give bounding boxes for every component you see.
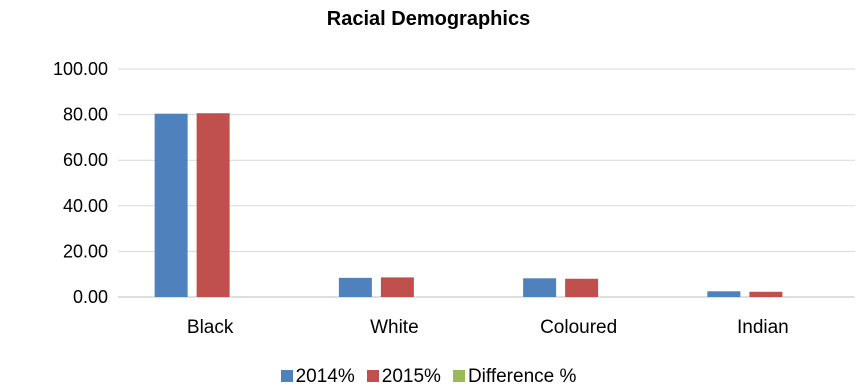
category-label-white: White — [370, 317, 419, 338]
category-label-black: Black — [187, 317, 234, 338]
bar-indian-0 — [707, 291, 741, 297]
bar-white-0 — [338, 277, 372, 297]
category-label-coloured: Coloured — [540, 317, 617, 338]
y-axis-tick-labels: 0.00 20.00 40.00 60.00 80.00 100.00 — [53, 59, 108, 307]
y-tick-label: 40.00 — [63, 196, 108, 216]
bar-indian-1 — [749, 291, 783, 297]
y-tick-label: 100.00 — [53, 59, 108, 79]
bars — [154, 113, 783, 298]
legend-swatch — [452, 370, 465, 382]
bar-coloured-1 — [565, 278, 599, 297]
chart-title: Racial Demographics — [326, 8, 531, 30]
bar-black-1 — [196, 113, 230, 298]
legend-item: Difference % — [452, 366, 577, 388]
legend-label: 2015% — [381, 366, 441, 387]
x-axis-category-labels: Black White Coloured Indian — [187, 317, 789, 338]
legend: 2014% 2015% Difference % — [0, 366, 857, 388]
legend-swatch — [366, 370, 379, 382]
y-tick-label: 60.00 — [63, 150, 108, 170]
legend-swatch — [280, 370, 293, 382]
bar-white-1 — [380, 277, 414, 297]
y-tick-label: 20.00 — [63, 241, 108, 261]
legend-item: 2015% — [366, 366, 441, 388]
y-tick-label: 0.00 — [73, 287, 108, 307]
category-label-indian: Indian — [737, 317, 789, 338]
legend-item: 2014% — [280, 366, 355, 388]
y-tick-label: 80.00 — [63, 105, 108, 125]
legend-label: Difference % — [467, 366, 577, 387]
legend-label: 2014% — [295, 366, 355, 387]
bar-coloured-0 — [523, 278, 557, 297]
bar-black-0 — [154, 113, 188, 297]
